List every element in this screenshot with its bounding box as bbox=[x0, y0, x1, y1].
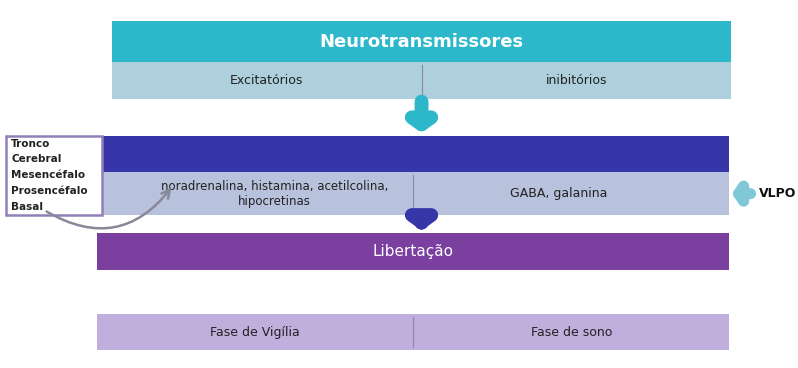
Text: Cerebral: Cerebral bbox=[11, 155, 61, 164]
Text: Excitatórios: Excitatórios bbox=[230, 74, 303, 87]
Text: Libertação: Libertação bbox=[373, 244, 454, 259]
Text: GABA, galanina: GABA, galanina bbox=[510, 187, 607, 200]
Text: noradrenalina, histamina, acetilcolina,
hipocretinas: noradrenalina, histamina, acetilcolina, … bbox=[160, 180, 388, 208]
Text: VLPO: VLPO bbox=[759, 187, 796, 200]
Bar bbox=[112, 62, 731, 99]
Text: Basal: Basal bbox=[11, 202, 43, 212]
Text: Tronco: Tronco bbox=[11, 139, 51, 149]
Bar bbox=[112, 21, 731, 62]
Bar bbox=[97, 314, 729, 350]
Text: Neurotransmissores: Neurotransmissores bbox=[319, 33, 523, 51]
Text: Fase de Vigília: Fase de Vigília bbox=[211, 326, 300, 339]
Bar bbox=[97, 172, 729, 215]
Text: Mesencéfalo: Mesencéfalo bbox=[11, 170, 85, 180]
Text: Fase de sono: Fase de sono bbox=[531, 326, 612, 339]
Text: Prosencéfalo: Prosencéfalo bbox=[11, 186, 88, 196]
Bar bbox=[97, 233, 729, 270]
Text: inibitórios: inibitórios bbox=[546, 74, 607, 87]
Bar bbox=[6, 136, 102, 215]
Bar bbox=[97, 136, 729, 172]
FancyArrowPatch shape bbox=[46, 190, 170, 229]
